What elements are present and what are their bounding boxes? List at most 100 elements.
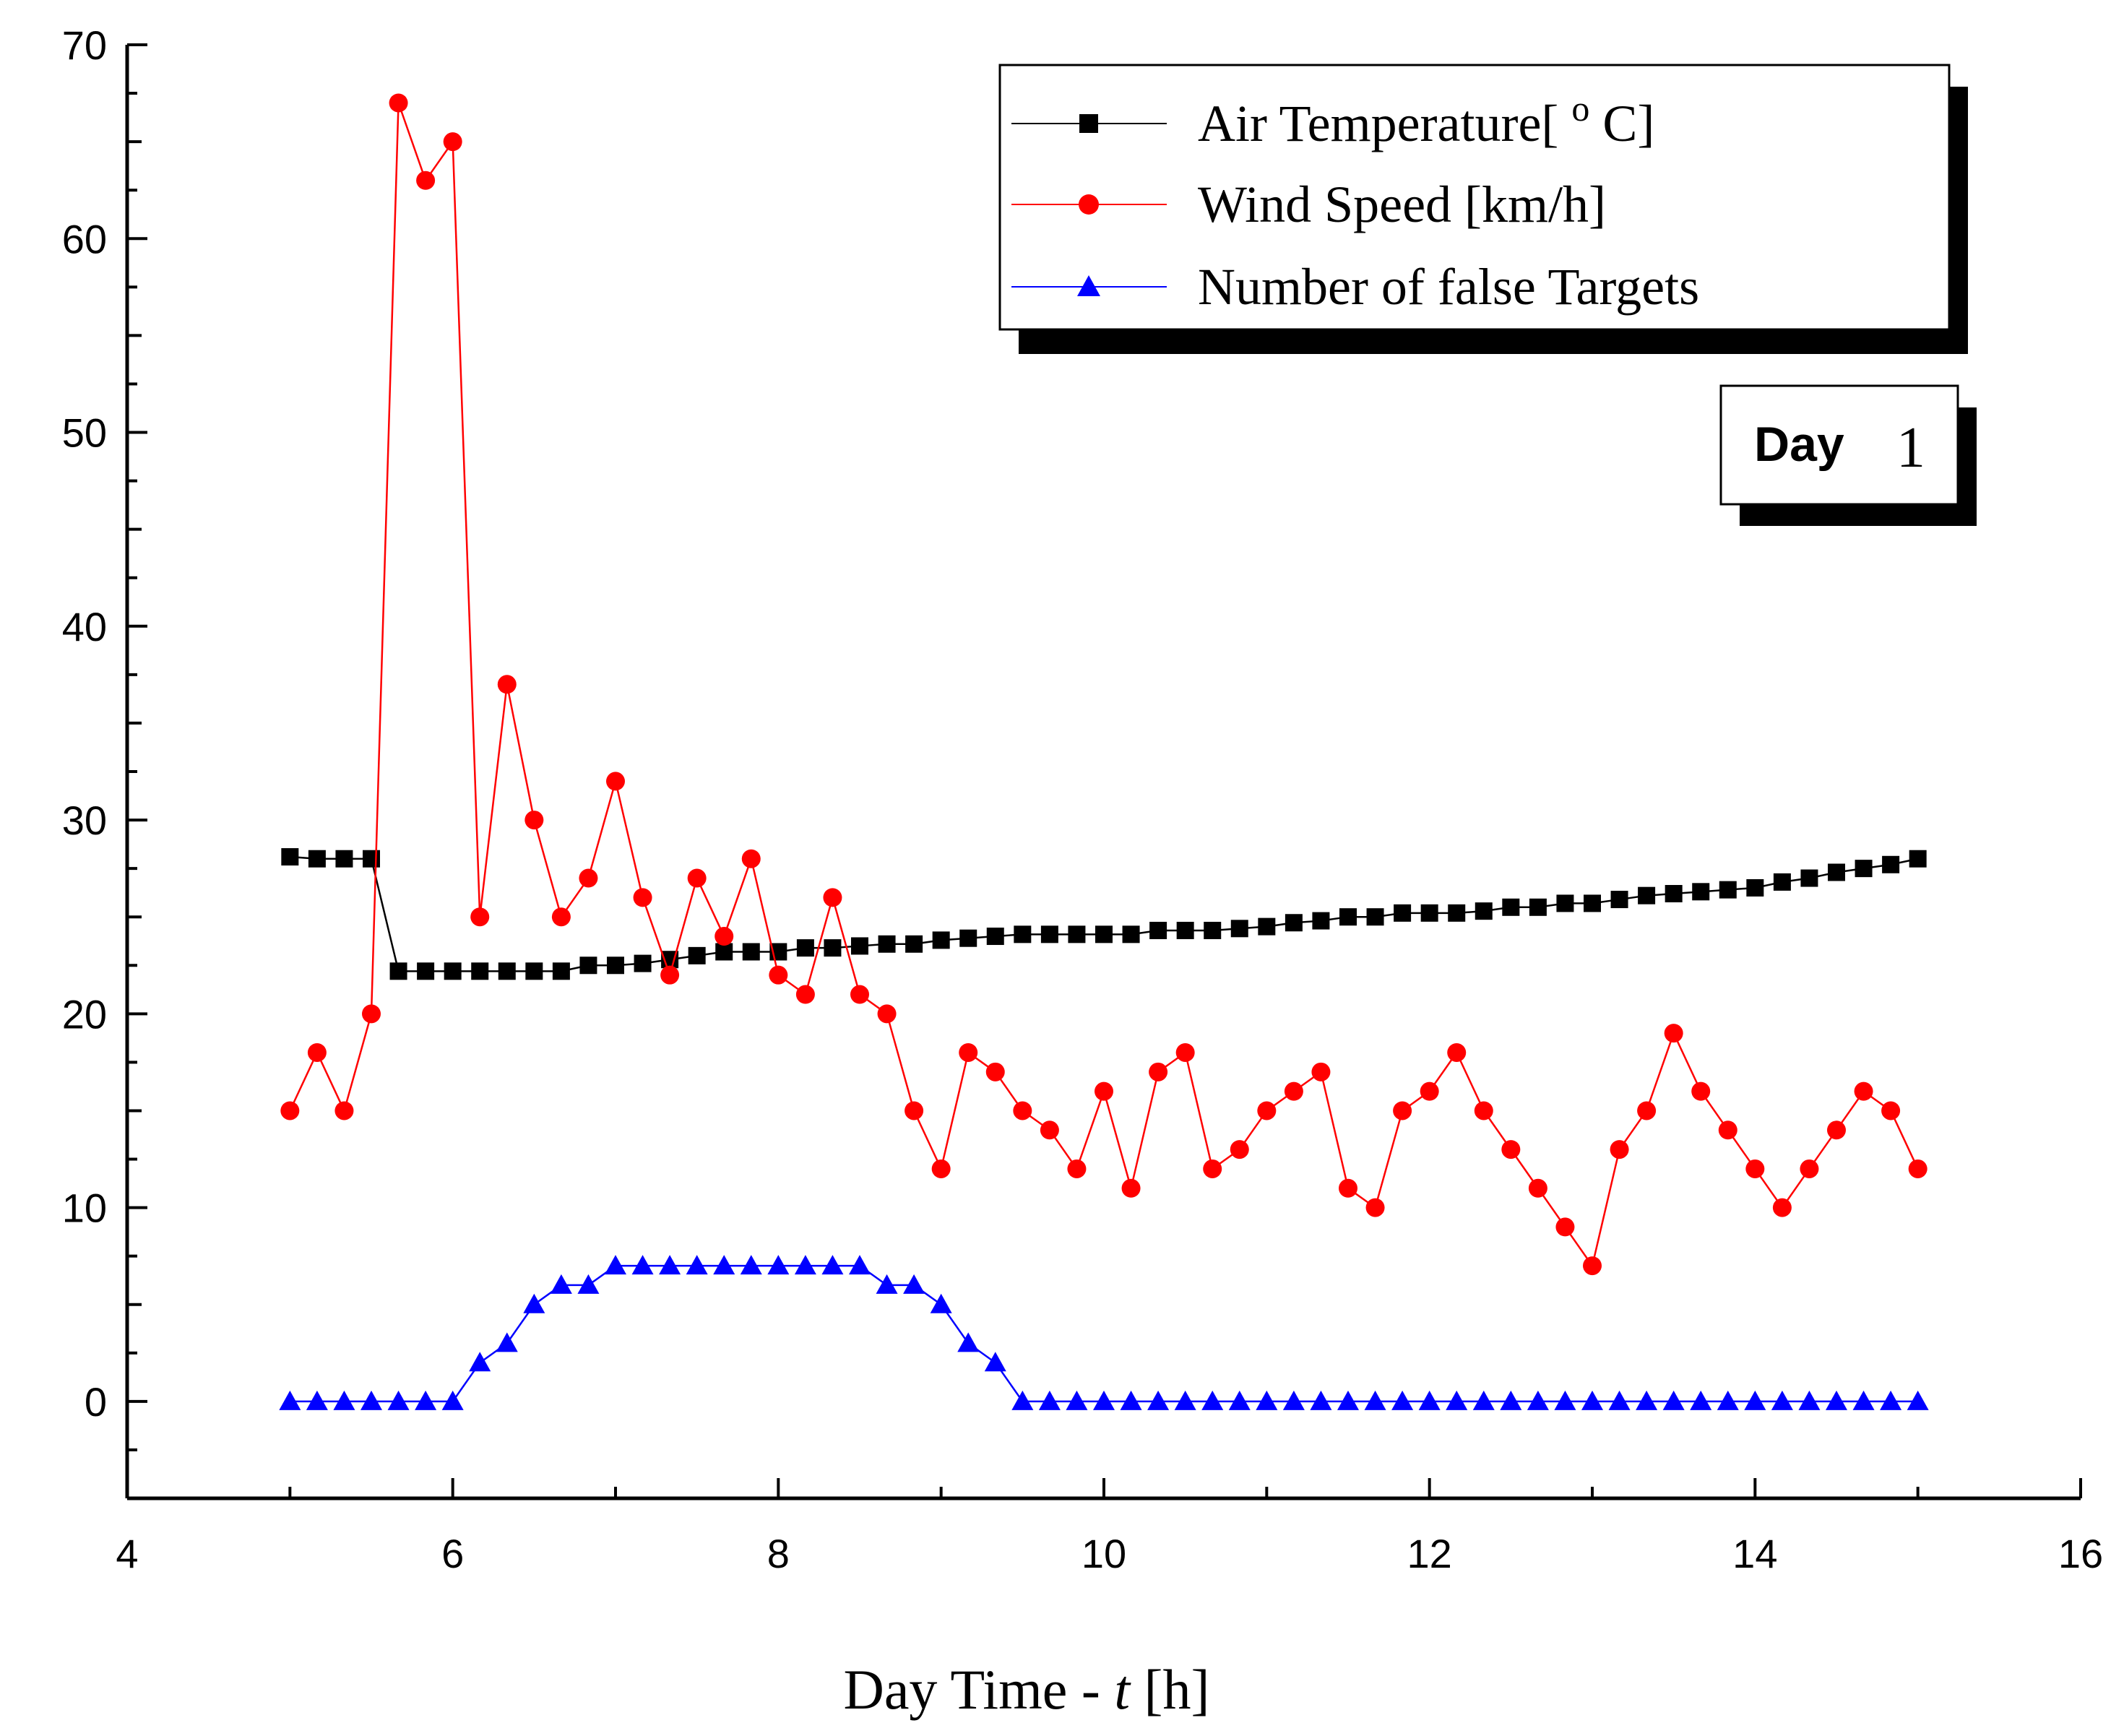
data-point xyxy=(1800,1159,1819,1178)
data-point xyxy=(849,1255,871,1275)
data-point xyxy=(660,965,680,985)
data-point xyxy=(1855,860,1873,878)
data-point xyxy=(1176,921,1194,939)
data-point xyxy=(1418,1390,1441,1410)
data-point xyxy=(713,1255,735,1275)
data-point xyxy=(1556,894,1574,912)
data-point xyxy=(1854,1081,1873,1101)
data-point xyxy=(1447,1042,1467,1062)
data-point xyxy=(930,1293,952,1313)
data-point xyxy=(957,1332,980,1352)
data-point xyxy=(633,888,652,907)
data-point xyxy=(579,868,598,888)
data-point xyxy=(1067,1159,1087,1178)
y-tick-label: 0 xyxy=(85,1379,107,1425)
data-point xyxy=(1555,1217,1575,1237)
data-point xyxy=(1745,1159,1765,1178)
data-point xyxy=(523,1293,545,1313)
legend-label-air-temperature: Air Temperature[ o C] xyxy=(1198,88,1654,152)
legend-label-wind-speed: Wind Speed [km/h] xyxy=(1198,176,1606,233)
data-point xyxy=(1908,1159,1927,1178)
data-point xyxy=(1285,914,1303,932)
x-tick-label: 8 xyxy=(767,1531,790,1576)
data-point xyxy=(334,1101,354,1120)
data-point xyxy=(986,928,1004,946)
data-point xyxy=(1256,1390,1278,1410)
data-point xyxy=(416,170,436,190)
data-point xyxy=(1093,1390,1115,1410)
data-point xyxy=(795,985,815,1004)
data-point xyxy=(715,943,733,961)
data-point xyxy=(1312,912,1330,930)
data-point xyxy=(1773,873,1791,891)
data-point xyxy=(1149,1062,1168,1081)
data-point xyxy=(1771,1390,1793,1410)
data-point xyxy=(1690,1390,1712,1410)
data-point xyxy=(687,868,707,888)
data-point xyxy=(1420,1081,1439,1101)
data-point xyxy=(851,937,868,955)
day-annotation-number: 1 xyxy=(1896,416,1925,480)
data-point xyxy=(1201,1390,1224,1410)
data-point xyxy=(688,946,706,964)
data-point xyxy=(1772,1198,1792,1217)
data-point xyxy=(1122,925,1140,943)
legend: Air Temperature[ o C] Wind Speed [km/h] … xyxy=(998,64,1968,354)
legend-label-air-temperature-degree: o xyxy=(1571,88,1589,129)
data-point xyxy=(740,1255,762,1275)
data-point xyxy=(1800,869,1818,887)
legend-box xyxy=(998,64,1951,331)
data-point xyxy=(1013,1101,1032,1120)
x-tick-label: 10 xyxy=(1082,1531,1126,1576)
data-point xyxy=(524,811,544,830)
data-point xyxy=(1364,1390,1386,1410)
data-point xyxy=(551,907,571,927)
data-point xyxy=(1121,1178,1141,1198)
data-point xyxy=(932,931,950,949)
data-point xyxy=(1717,1390,1739,1410)
data-point xyxy=(1502,898,1520,916)
series-line xyxy=(290,1264,1918,1403)
data-point xyxy=(821,1255,844,1275)
data-point xyxy=(796,939,814,957)
data-point xyxy=(579,956,597,975)
data-point xyxy=(634,954,652,972)
data-point xyxy=(1528,1178,1547,1198)
data-point xyxy=(335,850,353,868)
data-point xyxy=(280,1101,300,1120)
y-tick-label: 60 xyxy=(62,216,107,262)
x-tick-label: 4 xyxy=(116,1531,138,1576)
data-point xyxy=(1662,1390,1685,1410)
data-point xyxy=(1665,885,1683,903)
legend-label-false-targets: Number of false Targets xyxy=(1198,258,1699,316)
x-tick-label: 14 xyxy=(1732,1531,1777,1576)
data-point xyxy=(850,985,869,1004)
data-point xyxy=(1448,904,1466,922)
data-point xyxy=(1881,1101,1901,1120)
data-point xyxy=(1040,1120,1059,1140)
data-point xyxy=(417,962,435,980)
data-point xyxy=(686,1255,708,1275)
data-point xyxy=(1664,1024,1683,1043)
x-tick-label: 16 xyxy=(2058,1531,2103,1576)
data-point xyxy=(1691,1081,1711,1101)
data-point xyxy=(552,962,570,980)
data-point xyxy=(333,1390,355,1410)
data-point xyxy=(1040,925,1058,943)
y-ticks: 0 10 20 30 40 50 60 70 xyxy=(62,22,147,1500)
data-point xyxy=(389,962,407,980)
data-point xyxy=(444,962,462,980)
data-point xyxy=(1798,1390,1821,1410)
data-point xyxy=(1500,1390,1522,1410)
data-point xyxy=(876,1274,898,1294)
data-point xyxy=(1284,1081,1303,1101)
data-point xyxy=(1068,925,1086,943)
series-number-of-false-targets xyxy=(279,1255,1929,1410)
data-point xyxy=(1610,891,1628,909)
data-point xyxy=(1880,1390,1902,1410)
data-point xyxy=(1692,883,1710,901)
data-point xyxy=(1149,921,1167,939)
day-annotation: Day 1 xyxy=(1719,384,1977,526)
data-point xyxy=(607,956,624,975)
